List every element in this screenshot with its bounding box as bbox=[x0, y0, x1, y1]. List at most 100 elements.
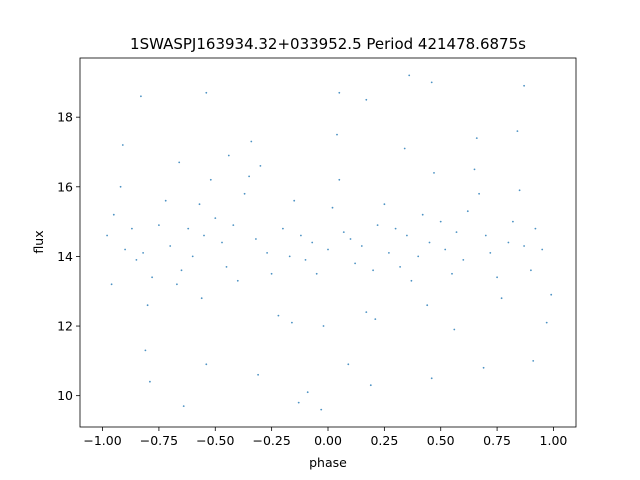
data-point bbox=[221, 241, 223, 244]
x-tick-label: 0.25 bbox=[370, 433, 398, 448]
data-point bbox=[327, 248, 329, 251]
data-point bbox=[293, 199, 296, 202]
data-point bbox=[403, 147, 406, 150]
x-tick-label: −1.00 bbox=[83, 433, 121, 448]
data-point bbox=[426, 304, 429, 307]
data-point bbox=[187, 227, 190, 230]
data-point bbox=[338, 178, 341, 181]
data-point bbox=[455, 231, 458, 234]
data-point bbox=[151, 276, 154, 279]
data-point bbox=[354, 262, 356, 265]
data-point bbox=[131, 227, 133, 230]
x-tick-label: 0.75 bbox=[483, 433, 511, 448]
data-point bbox=[306, 391, 309, 394]
data-point bbox=[121, 144, 124, 146]
data-point bbox=[300, 234, 302, 237]
data-point bbox=[178, 161, 181, 164]
data-point bbox=[388, 252, 390, 254]
data-point bbox=[232, 224, 235, 227]
data-point bbox=[338, 91, 341, 94]
data-point bbox=[135, 259, 138, 261]
data-point bbox=[430, 81, 433, 84]
data-point bbox=[198, 203, 201, 206]
data-point bbox=[149, 380, 151, 383]
data-point bbox=[144, 349, 147, 352]
data-point bbox=[205, 91, 208, 94]
x-axis-label: phase bbox=[309, 455, 347, 470]
y-tick-label: 16 bbox=[57, 179, 73, 194]
data-point bbox=[225, 266, 228, 268]
data-point bbox=[270, 272, 273, 275]
data-point bbox=[336, 133, 338, 136]
data-point bbox=[500, 297, 503, 300]
data-point bbox=[342, 231, 345, 234]
data-point bbox=[444, 248, 447, 251]
x-tick-label: −0.25 bbox=[252, 433, 290, 448]
data-point bbox=[496, 276, 498, 279]
data-point bbox=[374, 318, 377, 320]
data-point bbox=[180, 269, 183, 272]
data-point bbox=[365, 311, 368, 313]
data-point bbox=[257, 373, 259, 376]
data-point bbox=[541, 248, 544, 251]
x-axis-ticks: −1.00 −0.75 −0.50 −0.25 0.00 0.25 0.50 0.75 1.00 bbox=[83, 427, 567, 448]
data-point bbox=[266, 252, 268, 254]
x-tick-label: 0.50 bbox=[427, 433, 455, 448]
x-tick-label: −0.50 bbox=[196, 433, 234, 448]
data-point bbox=[473, 168, 476, 171]
data-point bbox=[315, 272, 318, 275]
data-point bbox=[191, 255, 194, 258]
data-point bbox=[417, 255, 420, 258]
data-point bbox=[349, 238, 352, 240]
data-point bbox=[243, 192, 246, 195]
data-point bbox=[406, 234, 408, 237]
data-point bbox=[399, 266, 401, 268]
data-point bbox=[158, 224, 160, 227]
data-point bbox=[507, 241, 510, 244]
data-point bbox=[106, 234, 108, 237]
data-point bbox=[248, 175, 251, 178]
data-point bbox=[119, 185, 122, 188]
data-point bbox=[110, 283, 113, 286]
data-point bbox=[250, 140, 253, 143]
y-tick-label: 10 bbox=[57, 388, 73, 403]
data-point bbox=[478, 192, 480, 195]
data-point bbox=[112, 213, 115, 216]
y-tick-label: 18 bbox=[57, 110, 73, 125]
data-point bbox=[534, 227, 537, 230]
data-point bbox=[169, 245, 172, 247]
data-point bbox=[322, 325, 325, 327]
data-point bbox=[433, 172, 435, 174]
data-point bbox=[347, 363, 350, 366]
data-point bbox=[518, 189, 521, 192]
data-point bbox=[532, 360, 535, 362]
data-point bbox=[462, 259, 465, 261]
data-point bbox=[288, 255, 291, 258]
data-point bbox=[408, 74, 411, 77]
y-tick-label: 12 bbox=[57, 319, 73, 334]
data-point bbox=[475, 137, 478, 140]
data-point bbox=[214, 217, 217, 220]
data-point bbox=[311, 241, 314, 244]
data-point bbox=[453, 328, 456, 331]
data-point bbox=[205, 363, 208, 366]
data-point bbox=[523, 84, 525, 87]
data-point bbox=[451, 272, 453, 275]
data-point bbox=[142, 252, 145, 254]
data-point bbox=[545, 321, 548, 324]
data-point bbox=[227, 154, 230, 157]
y-axis-ticks: 10 12 14 16 18 bbox=[57, 110, 80, 403]
data-point bbox=[466, 210, 469, 213]
y-axis-label: flux bbox=[31, 230, 46, 253]
data-point bbox=[512, 220, 514, 223]
data-point bbox=[376, 224, 379, 227]
data-point bbox=[255, 238, 257, 240]
data-point bbox=[550, 293, 553, 296]
data-point bbox=[291, 321, 293, 324]
x-tick-label: 0.00 bbox=[314, 433, 342, 448]
data-point bbox=[484, 234, 487, 237]
x-tick-label: 1.00 bbox=[540, 433, 568, 448]
data-point bbox=[383, 203, 386, 206]
chart-title: 1SWASPJ163934.32+033952.5 Period 421478.… bbox=[130, 35, 526, 53]
data-point bbox=[421, 213, 424, 216]
